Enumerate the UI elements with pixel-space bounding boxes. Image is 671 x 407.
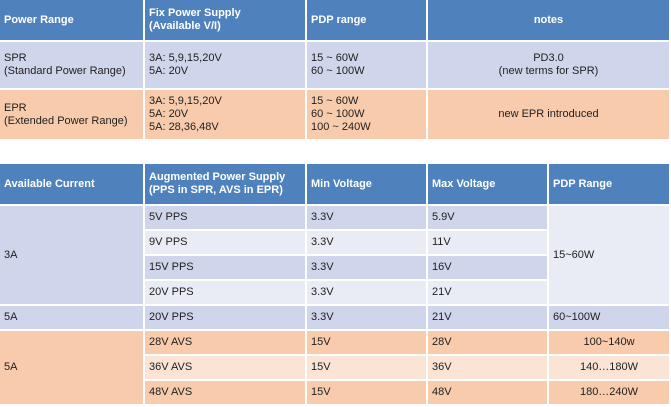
cell-pdp: 60~100W xyxy=(549,306,671,331)
table-row: 48V AVS 15V 48V 180…240W xyxy=(0,381,671,406)
table-row: 5A 28V AVS 15V 28V 100~140w xyxy=(0,331,671,406)
cell-max: 48V xyxy=(428,381,549,406)
table-row: 5A 20V PPS 3.3V 21V 60~100W xyxy=(0,306,671,331)
cell-notes: PD3.0 (new terms for SPR) xyxy=(428,42,671,90)
cell-supply: 28V AVS xyxy=(145,331,307,356)
table-row: 20V PPS 3.3V 21V xyxy=(0,281,671,306)
cell-supply: 36V AVS xyxy=(145,356,307,381)
cell-pdp: 15 ~ 60W 60 ~ 100W 100 ~ 240W xyxy=(307,90,428,141)
cell-max: 21V xyxy=(428,281,549,306)
cell-max: 11V xyxy=(428,231,549,256)
table-row-spr: SPR (Standard Power Range) 3A: 5,9,15,20… xyxy=(0,42,671,90)
fixed-table-header-row: Power Range Fix Power Supply (Available … xyxy=(0,0,671,42)
cell-current: 5A xyxy=(0,306,145,331)
cell-min: 3.3V xyxy=(307,206,428,231)
header-available-current: Available Current xyxy=(0,164,145,206)
cell-min: 15V xyxy=(307,356,428,381)
cell-supply: 3A: 5,9,15,20V 5A: 20V 5A: 28,36,48V xyxy=(145,90,307,141)
table-row: 15V PPS 3.3V 16V xyxy=(0,256,671,281)
cell-notes: new EPR introduced xyxy=(428,90,671,141)
cell-supply: 3A: 5,9,15,20V 5A: 20V xyxy=(145,42,307,90)
header-pdp-range: PDP range xyxy=(307,0,428,42)
cell-min: 15V xyxy=(307,381,428,406)
table-row-epr: EPR (Extended Power Range) 3A: 5,9,15,20… xyxy=(0,90,671,141)
cell-range: EPR (Extended Power Range) xyxy=(0,90,145,141)
cell-max: 21V xyxy=(428,306,549,331)
header-augmented-power-supply: Augmented Power Supply (PPS in SPR, AVS … xyxy=(145,164,307,206)
cell-supply: 20V PPS xyxy=(145,281,307,306)
fixed-power-table: Power Range Fix Power Supply (Available … xyxy=(0,0,671,141)
cell-pdp: 15~60W xyxy=(549,206,671,306)
cell-supply: 15V PPS xyxy=(145,256,307,281)
cell-min: 3.3V xyxy=(307,256,428,281)
cell-current: 5A xyxy=(0,331,145,406)
header-power-range: Power Range xyxy=(0,0,145,42)
cell-min: 3.3V xyxy=(307,281,428,306)
augmented-table-header-row: Available Current Augmented Power Supply… xyxy=(0,164,671,206)
cell-pdp: 140…180W xyxy=(549,356,671,381)
cell-supply: 5V PPS xyxy=(145,206,307,231)
header-fix-power-supply: Fix Power Supply (Available V/I) xyxy=(145,0,307,42)
cell-max: 16V xyxy=(428,256,549,281)
augmented-power-table: Available Current Augmented Power Supply… xyxy=(0,164,671,406)
table-row: 9V PPS 3.3V 11V xyxy=(0,231,671,256)
header-notes: notes xyxy=(428,0,671,42)
cell-supply: 20V PPS xyxy=(145,306,307,331)
cell-pdp: 15 ~ 60W 60 ~ 100W xyxy=(307,42,428,90)
cell-pdp: 100~140w xyxy=(549,331,671,356)
cell-min: 15V xyxy=(307,331,428,356)
header-max-voltage: Max Voltage xyxy=(428,164,549,206)
cell-max: 36V xyxy=(428,356,549,381)
table-row: 3A 5V PPS 3.3V 5.9V 15~60W xyxy=(0,206,671,306)
header-min-voltage: Min Voltage xyxy=(307,164,428,206)
header-pdp-range: PDP Range xyxy=(549,164,671,206)
cell-range: SPR (Standard Power Range) xyxy=(0,42,145,90)
cell-pdp: 180…240W xyxy=(549,381,671,406)
cell-min: 3.3V xyxy=(307,231,428,256)
cell-current: 3A xyxy=(0,206,145,306)
cell-max: 5.9V xyxy=(428,206,549,231)
cell-min: 3.3V xyxy=(307,306,428,331)
table-row: 36V AVS 15V 36V 140…180W xyxy=(0,356,671,381)
cell-supply: 9V PPS xyxy=(145,231,307,256)
cell-max: 28V xyxy=(428,331,549,356)
cell-supply: 48V AVS xyxy=(145,381,307,406)
